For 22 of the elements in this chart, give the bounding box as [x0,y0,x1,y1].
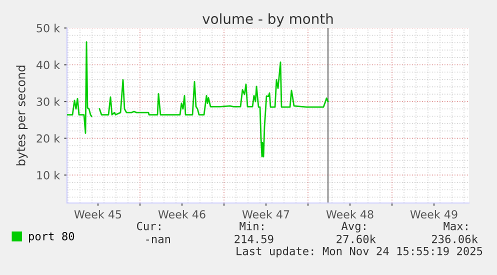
text: 236.06k [432,234,478,244]
text: 214.59 [234,234,274,244]
x-tick-label: Week 47 [242,210,290,219]
x-tick-label: Week 46 [158,210,206,219]
text: Cur: [136,222,160,230]
x-tick-label: Week 45 [74,210,122,219]
chart-title: volume - by month [202,13,333,27]
y-tick-label: 40 k [36,60,60,70]
text: Last update: Mon Nov 24 15:55:19 2025 [236,246,482,258]
text: Max: [444,222,468,230]
y-tick-label: 50 k [36,24,60,32]
legend-label: port 80 [29,232,74,243]
text: Min: [240,222,264,230]
text: 27.60k [336,234,376,244]
x-tick-label: Week 49 [410,210,458,219]
y-tick-label: 20 k [36,134,60,143]
x-tick-label: Week 48 [326,210,374,219]
text: -nan [146,236,170,244]
y-tick-label: 30 k [36,97,60,106]
y-tick-label: 10 k [37,170,60,180]
y-axis-title: bytes per second [16,66,28,166]
text: Avg: [341,222,366,232]
